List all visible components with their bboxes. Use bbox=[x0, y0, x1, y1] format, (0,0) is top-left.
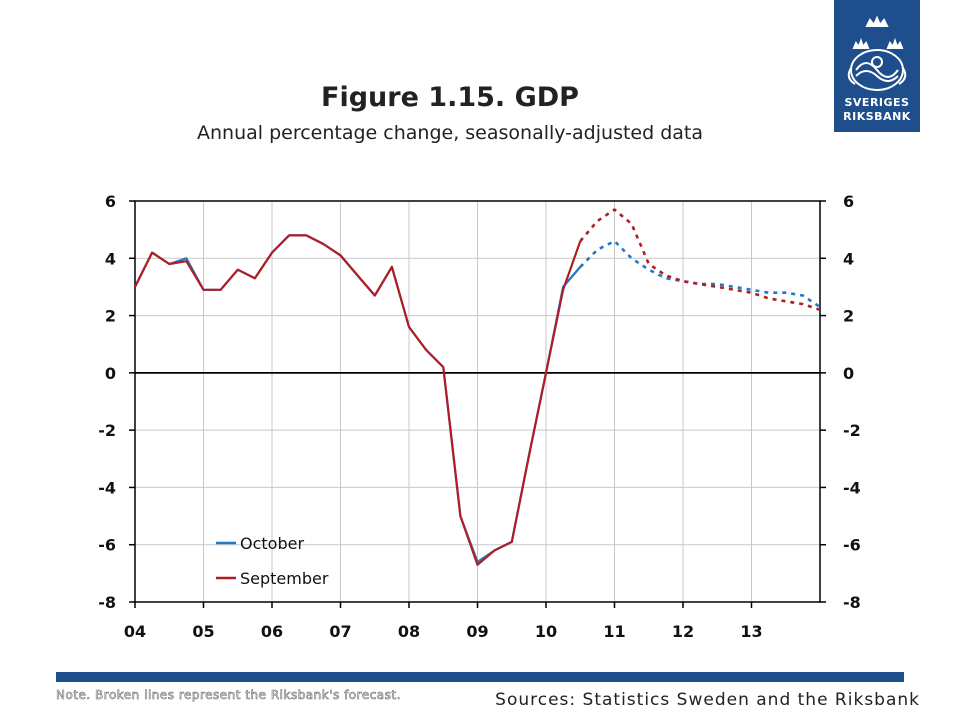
footer-bar bbox=[56, 672, 904, 682]
logo-text-line2: RIKSBANK bbox=[843, 110, 911, 123]
legend-label-september: September bbox=[240, 569, 329, 588]
series-forecast-line-september bbox=[579, 208, 821, 312]
y-tick-label-right: -6 bbox=[843, 536, 861, 555]
y-tick-label-left: -2 bbox=[98, 421, 116, 440]
x-tick-label: 05 bbox=[192, 622, 214, 641]
x-tick-label: 09 bbox=[466, 622, 488, 641]
y-tick-label-left: 4 bbox=[105, 249, 116, 268]
series-forecast-line-october bbox=[579, 239, 821, 309]
x-tick-label: 10 bbox=[535, 622, 557, 641]
y-tick-label-right: -8 bbox=[843, 593, 861, 612]
y-tick-label-right: 2 bbox=[843, 307, 854, 326]
x-tick-label: 07 bbox=[329, 622, 351, 641]
x-tick-label: 06 bbox=[261, 622, 283, 641]
y-tick-label-left: 0 bbox=[105, 364, 116, 383]
x-tick-label: 08 bbox=[398, 622, 420, 641]
y-tick-label-left: -6 bbox=[98, 536, 116, 555]
crown-emblem-icon bbox=[847, 15, 907, 91]
y-tick-label-right: 6 bbox=[843, 192, 854, 211]
footnote: Note. Broken lines represent the Riksban… bbox=[56, 688, 401, 703]
sources-text: Sources: Statistics Sweden and the Riksb… bbox=[495, 690, 920, 710]
y-tick-label-right: -4 bbox=[843, 478, 861, 497]
y-tick-label-right: 0 bbox=[843, 364, 854, 383]
chart-title: Figure 1.15. GDP bbox=[321, 82, 579, 113]
y-tick-label-left: -4 bbox=[98, 478, 116, 497]
y-tick-label-left: -8 bbox=[98, 593, 116, 612]
logo-text-line1: SVERIGES bbox=[844, 96, 910, 109]
series-line-september bbox=[134, 234, 582, 566]
y-tick-label-left: 2 bbox=[105, 307, 116, 326]
x-tick-label: 04 bbox=[124, 622, 146, 641]
chart-subtitle: Annual percentage change, seasonally-adj… bbox=[196, 122, 703, 144]
series-line-october bbox=[134, 234, 582, 564]
riksbank-logo: SVERIGES RIKSBANK bbox=[834, 0, 920, 132]
x-tick-label: 11 bbox=[603, 622, 625, 641]
x-tick-label: 12 bbox=[672, 622, 694, 641]
y-tick-label-right: -2 bbox=[843, 421, 861, 440]
x-tick-label: 13 bbox=[740, 622, 762, 641]
y-tick-label-right: 4 bbox=[843, 249, 854, 268]
legend-label-october: October bbox=[240, 534, 304, 553]
y-tick-label-left: 6 bbox=[105, 192, 116, 211]
